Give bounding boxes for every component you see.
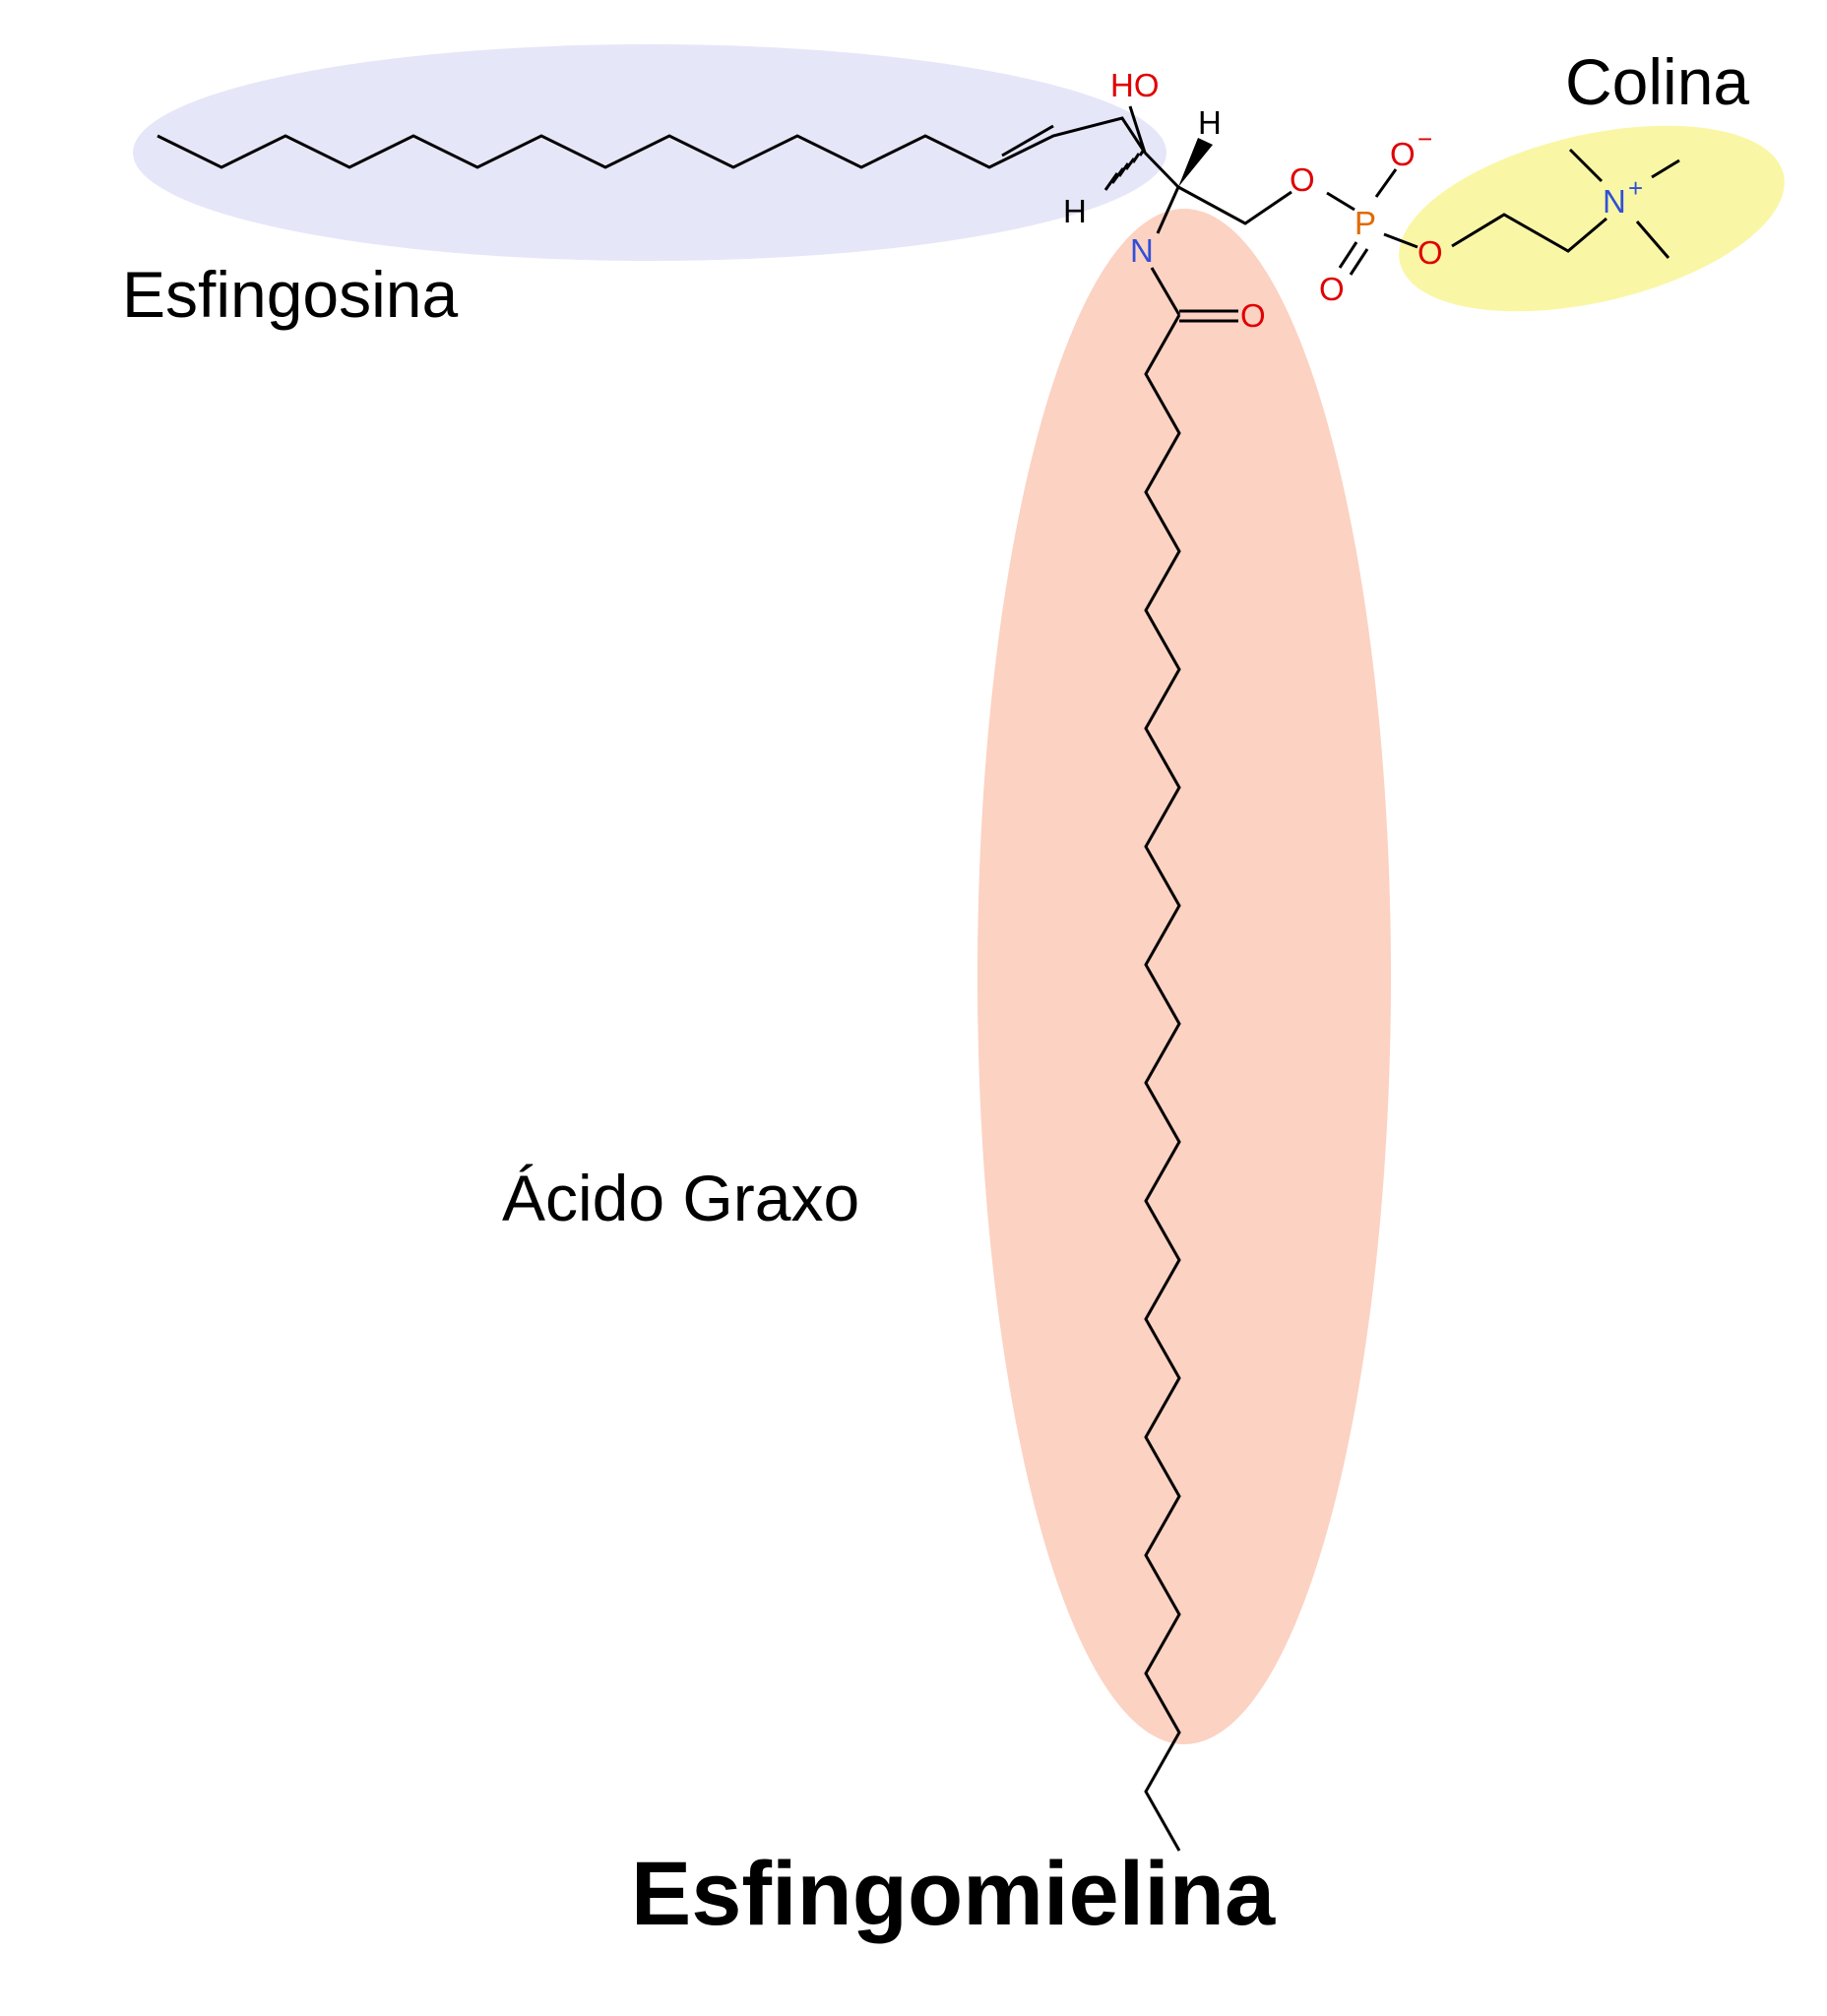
phosphoryl-double-bond-b — [1349, 248, 1369, 276]
oxygen-carbonyl-label: O — [1240, 297, 1266, 334]
bond-c3-c2 — [1143, 151, 1180, 189]
oxygen-ester-label: O — [1290, 161, 1315, 198]
hydrogen-bottom-label: H — [1063, 193, 1087, 229]
hashed-wedge-bond — [1103, 149, 1146, 191]
nitrogen-choline-label: N — [1603, 183, 1626, 220]
sphingosine-region — [133, 44, 1166, 261]
bond-c2-c1-oxygen — [1177, 185, 1292, 225]
choline-label: Colina — [1565, 45, 1749, 118]
oxygen-anion-label: O — [1390, 136, 1416, 172]
bond-oxygen-phosphorus — [1326, 191, 1355, 212]
phosphorus-label: P — [1354, 205, 1376, 241]
bond-nitrogen-carbonyl — [1150, 267, 1181, 316]
nitrogen-choline-charge: + — [1628, 173, 1643, 203]
solid-wedge-bond — [1178, 138, 1213, 187]
nitrogen-amide-label: N — [1130, 232, 1154, 269]
bond-phosphorus-oxygen — [1383, 232, 1418, 249]
methyl-bond-3 — [1635, 220, 1670, 259]
oxygen-anion-charge: − — [1418, 124, 1432, 154]
sphingosine-label: Esfingosina — [122, 258, 459, 331]
choline-chain-bonds — [1451, 213, 1607, 253]
bond-phosphorus-anion — [1374, 168, 1398, 198]
sphingosine-chain-bonds — [157, 116, 1147, 169]
oxygen-choline-label: O — [1418, 234, 1443, 271]
fatty-acid-chain-bonds — [1144, 314, 1181, 1852]
methyl-bond-2 — [1651, 158, 1680, 179]
bond-c2-nitrogen — [1156, 186, 1180, 234]
bond-c3-hydroxyl — [1128, 105, 1147, 154]
fatty-acid-label: Ácido Graxo — [502, 1162, 859, 1234]
choline-region — [1399, 125, 1785, 312]
oxygen-double-label: O — [1319, 271, 1345, 307]
fatty-acid-region — [977, 209, 1391, 1744]
hydrogen-top-label: H — [1198, 104, 1222, 141]
hydroxyl-label: HO — [1110, 67, 1160, 103]
phosphoryl-double-bond-a — [1338, 241, 1358, 269]
methyl-bond-1 — [1568, 148, 1604, 183]
diagram-title: Esfingomielina — [631, 1844, 1276, 1944]
trans-double-bond — [1001, 124, 1054, 158]
